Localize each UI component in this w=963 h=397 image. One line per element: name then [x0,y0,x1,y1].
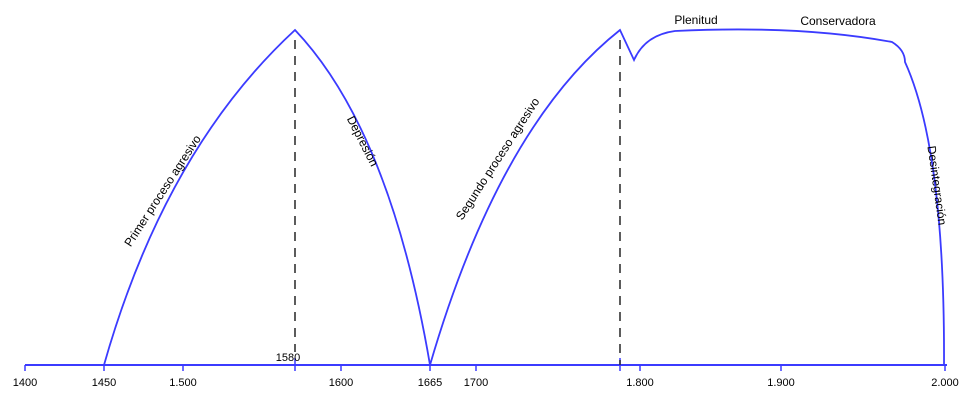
tick-label: 2.000 [931,377,959,389]
phase-label-conservadora: Conservadora [800,14,876,28]
phase-label-plenitud: Plenitud [674,13,717,27]
phase-label-primer-proceso: Primer proceso agresivo [121,132,204,249]
marker-year-label: 1580 [276,352,300,364]
axis-tick-labels: 1400 1450 1.500 1600 1665 1700 1.800 1.9… [13,352,959,389]
tick-label: 1.800 [626,377,654,389]
tick-label: 1.900 [767,377,795,389]
historical-cycle-curve [103,28,945,366]
tick-label: 1700 [464,377,488,389]
phase-label-depresion: Depresión [344,114,381,169]
tick-label: 1600 [329,377,353,389]
phase-label-desintegracion: Desintegración [924,145,949,226]
tick-label: 1665 [418,377,442,389]
tick-label: 1.500 [169,377,197,389]
tick-label: 1400 [13,377,37,389]
phase-label-segundo-proceso: Segundo proceso agresivo [453,95,543,223]
tick-label: 1450 [92,377,116,389]
